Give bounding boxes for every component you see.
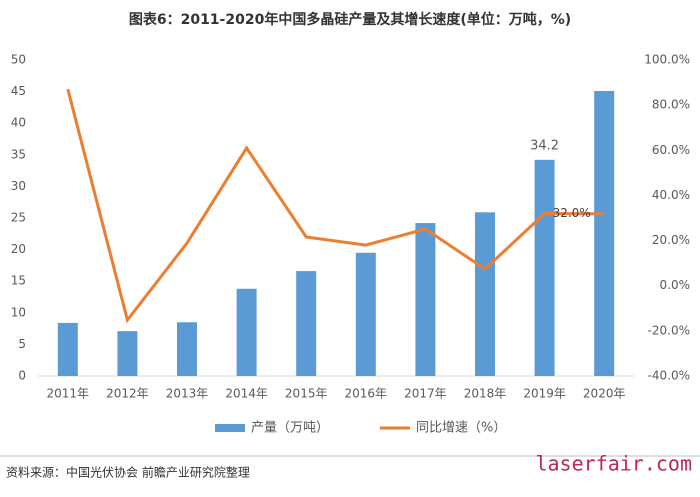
- watermark: laserfair.com: [535, 452, 692, 476]
- bar: [475, 212, 495, 376]
- y-tick-label: 30: [11, 179, 26, 193]
- x-tick-label: 2018年: [464, 387, 507, 401]
- bar: [117, 331, 138, 376]
- legend-label: 同比增速（%）: [416, 421, 506, 436]
- y2-tick-label: 20.0%: [652, 233, 690, 247]
- bar: [594, 90, 615, 376]
- y2-tick-label: 40.0%: [652, 188, 690, 202]
- y-tick-label: 10: [11, 305, 26, 319]
- y-tick-label: 20: [11, 242, 26, 256]
- value-label: 32.0%: [553, 206, 591, 220]
- y2-tick-label: 0.0%: [660, 278, 691, 292]
- y-tick-label: 45: [11, 84, 26, 98]
- y-tick-label: 5: [18, 337, 26, 351]
- bar: [534, 159, 555, 376]
- x-tick-label: 2015年: [285, 387, 328, 401]
- y2-tick-label: 60.0%: [652, 143, 690, 157]
- bar: [296, 271, 317, 376]
- bar: [57, 322, 78, 376]
- x-tick-label: 2017年: [404, 387, 447, 401]
- y-tick-label: 40: [11, 116, 26, 130]
- y-tick-label: 50: [11, 53, 26, 67]
- bar: [355, 252, 376, 376]
- line: [66, 88, 605, 324]
- y-tick-label: 25: [11, 211, 26, 225]
- x-tick-label: 2020年: [583, 387, 626, 401]
- legend-swatch: [215, 424, 245, 432]
- value-label: 34.2: [530, 138, 559, 153]
- bar: [236, 288, 257, 376]
- bar: [415, 223, 436, 376]
- x-tick-label: 2019年: [523, 387, 566, 401]
- y2-tick-label: -20.0%: [648, 323, 690, 337]
- legend-label: 产量（万吨）: [251, 421, 329, 436]
- x-tick-label: 2014年: [225, 387, 268, 401]
- x-tick-label: 2016年: [345, 387, 388, 401]
- chart-title: 图表6：2011-2020年中国多晶硅产量及其增长速度(单位：万吨，%): [129, 11, 571, 28]
- y-tick-label: 15: [11, 274, 26, 288]
- y2-tick-label: 80.0%: [652, 98, 690, 112]
- y-tick-label: 35: [11, 147, 26, 161]
- y2-tick-label: -40.0%: [648, 369, 690, 383]
- x-tick-label: 2011年: [47, 387, 90, 401]
- x-tick-label: 2013年: [166, 387, 209, 401]
- bar: [177, 322, 197, 376]
- x-tick-label: 2012年: [106, 387, 149, 401]
- source: 资料来源：中国光伏协会 前瞻产业研究院整理: [6, 465, 250, 480]
- y-tick-label: 0: [18, 369, 26, 383]
- y2-tick-label: 100.0%: [644, 53, 690, 67]
